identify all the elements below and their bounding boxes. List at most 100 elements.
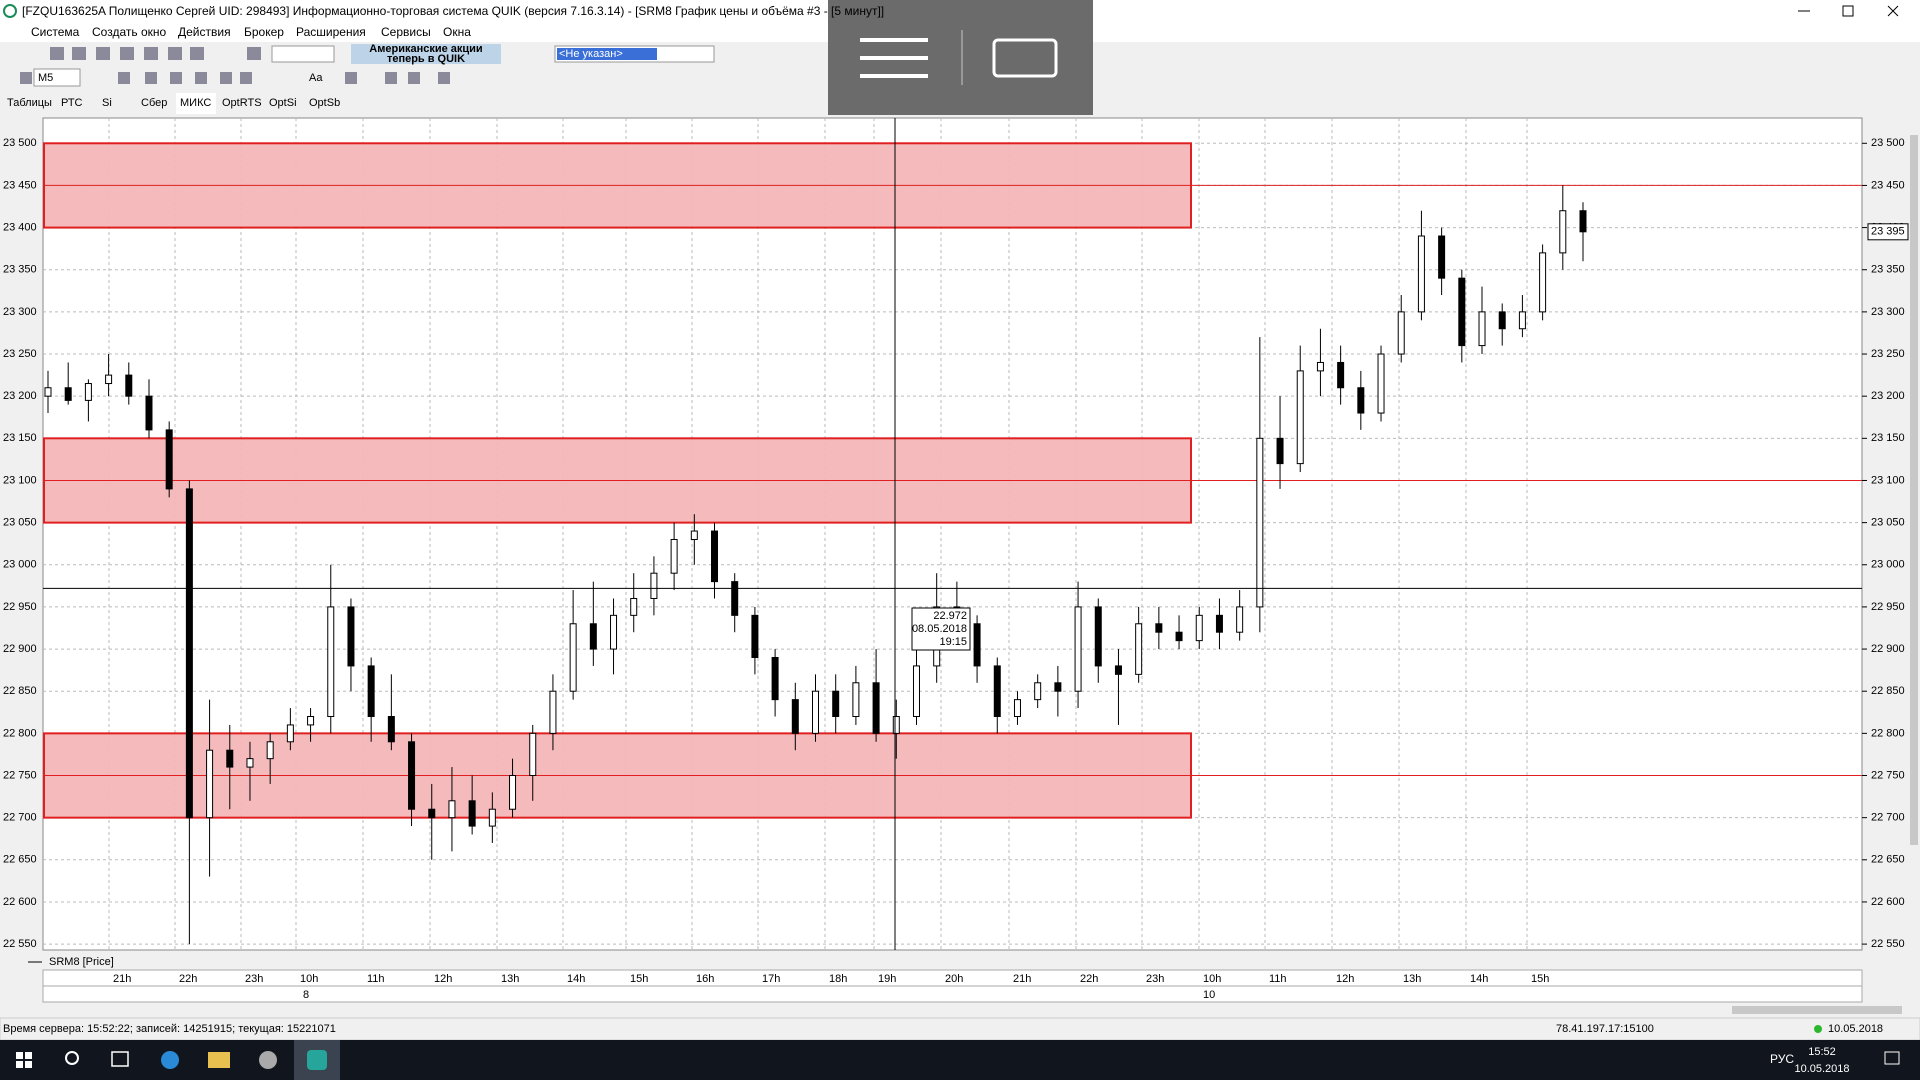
- y-tick-label: 22 850: [1871, 685, 1905, 697]
- v-scroll-thumb[interactable]: [1910, 135, 1918, 845]
- time-label: 10h: [1203, 973, 1221, 985]
- y-tick-label: 23 500: [1871, 137, 1905, 149]
- taskbar-time: 15:52: [1808, 1046, 1836, 1058]
- tab[interactable]: МИКС: [180, 97, 211, 109]
- candle-body: [448, 800, 456, 819]
- candle-body: [1498, 311, 1506, 330]
- y-tick-label: 22 750: [3, 769, 37, 781]
- restore[interactable]: [1842, 5, 1854, 17]
- y-tick-label: 23 250: [1871, 348, 1905, 360]
- candle-body: [145, 395, 153, 431]
- y-tick-label: 23 150: [1871, 432, 1905, 444]
- candle-body: [1357, 387, 1365, 414]
- y-tick-label: 23 100: [3, 474, 37, 486]
- candle-body: [105, 374, 113, 385]
- menu-item[interactable]: Действия: [178, 25, 231, 39]
- y-tick-label: 22 950: [3, 601, 37, 613]
- day-label: 8: [303, 989, 309, 1001]
- candle-body: [1417, 235, 1425, 313]
- interval-select[interactable]: [33, 68, 81, 87]
- candle-body: [993, 665, 1001, 718]
- y-tick-label: 22 550: [1871, 938, 1905, 950]
- time-label: 20h: [945, 973, 963, 985]
- plot-area: [42, 117, 1863, 951]
- menu-item[interactable]: Создать окно: [92, 25, 166, 39]
- y-tick-label: 23 050: [1871, 517, 1905, 529]
- candle-body: [488, 808, 496, 827]
- candle-body: [347, 606, 355, 667]
- candle-body: [387, 716, 395, 743]
- candle-body: [1276, 437, 1284, 465]
- time-label: 21h: [113, 973, 131, 985]
- font-button[interactable]: Aa: [309, 72, 323, 84]
- candle-body: [327, 606, 335, 718]
- y-tick-label: 23 500: [3, 137, 37, 149]
- menu-item[interactable]: Сервисы: [381, 25, 431, 39]
- window-title: [FZQU163625A Полищенко Сергей UID: 29849…: [22, 4, 884, 18]
- banner[interactable]: [351, 44, 501, 64]
- y-tick-label: 22 750: [1871, 769, 1905, 781]
- scrollbar[interactable]: [0, 1004, 1920, 1016]
- candle-body: [1074, 606, 1082, 692]
- last-price-label: 23 395: [1871, 226, 1905, 238]
- y-tick-label: 23 050: [3, 517, 37, 529]
- menu-item[interactable]: Брокер: [244, 25, 284, 39]
- candle-body: [125, 374, 133, 397]
- crosshair-tooltip: [911, 607, 971, 651]
- candle-body: [549, 690, 557, 734]
- keyboard-icon[interactable]: [992, 38, 1058, 78]
- candle-body: [650, 572, 658, 599]
- time-label: 16h: [696, 973, 714, 985]
- active-tab[interactable]: [176, 93, 216, 114]
- status-server: Время сервера: 15:52:22; записей: 142519…: [3, 1023, 336, 1035]
- candle-body: [64, 387, 72, 401]
- search-box[interactable]: [271, 45, 335, 63]
- time-label: 15h: [1531, 973, 1549, 985]
- menu-item[interactable]: Окна: [443, 25, 471, 39]
- account-text: <Не указан>: [559, 48, 623, 60]
- scroll-thumb[interactable]: [1732, 1006, 1902, 1014]
- candle-body: [731, 581, 739, 616]
- tab[interactable]: OptRTS: [222, 97, 262, 109]
- tab[interactable]: OptSb: [309, 97, 340, 109]
- time-label: 14h: [567, 973, 585, 985]
- candle-body: [428, 808, 436, 819]
- menu-item[interactable]: Система: [31, 25, 80, 39]
- menu-item[interactable]: Расширения: [296, 25, 366, 39]
- status-connection: 78.41.197.17:15100: [1556, 1023, 1654, 1035]
- hamburger[interactable]: [860, 38, 928, 78]
- candle-body: [973, 623, 981, 667]
- candle-body: [408, 741, 416, 810]
- candle-body: [1478, 311, 1486, 347]
- candle-body: [307, 716, 315, 726]
- candle-body: [1579, 210, 1587, 233]
- y-tick-label: 22 900: [3, 643, 37, 655]
- candle-body: [751, 614, 759, 658]
- candle-body: [1316, 361, 1324, 372]
- banner-text: теперь в QUIK: [387, 53, 465, 65]
- y-tick-label: 23 300: [3, 306, 37, 318]
- candle-body: [589, 623, 597, 650]
- y-tick-label: 23 200: [1871, 390, 1905, 402]
- y-tick-label: 23 100: [1871, 474, 1905, 486]
- y-tick-label: 23 150: [3, 432, 37, 444]
- candle-body: [1094, 606, 1102, 667]
- close[interactable]: [1887, 5, 1899, 17]
- candle-body: [771, 656, 779, 701]
- y-tick-label: 23 400: [3, 221, 37, 233]
- y-tick-label: 23 000: [3, 559, 37, 571]
- tab[interactable]: Si: [102, 97, 112, 109]
- candle-body: [1195, 614, 1203, 642]
- tab[interactable]: Сбер: [141, 97, 167, 109]
- tab[interactable]: Таблицы: [7, 97, 52, 109]
- candle-body: [1054, 682, 1062, 692]
- candle-body: [812, 690, 819, 734]
- time-label: 15h: [630, 973, 648, 985]
- tab[interactable]: РТС: [61, 97, 83, 109]
- time-label: 10h: [300, 973, 318, 985]
- tab[interactable]: OptSi: [269, 97, 297, 109]
- candle-body: [569, 623, 577, 692]
- y-tick-label: 23 350: [1871, 264, 1905, 276]
- candle-body: [711, 530, 719, 583]
